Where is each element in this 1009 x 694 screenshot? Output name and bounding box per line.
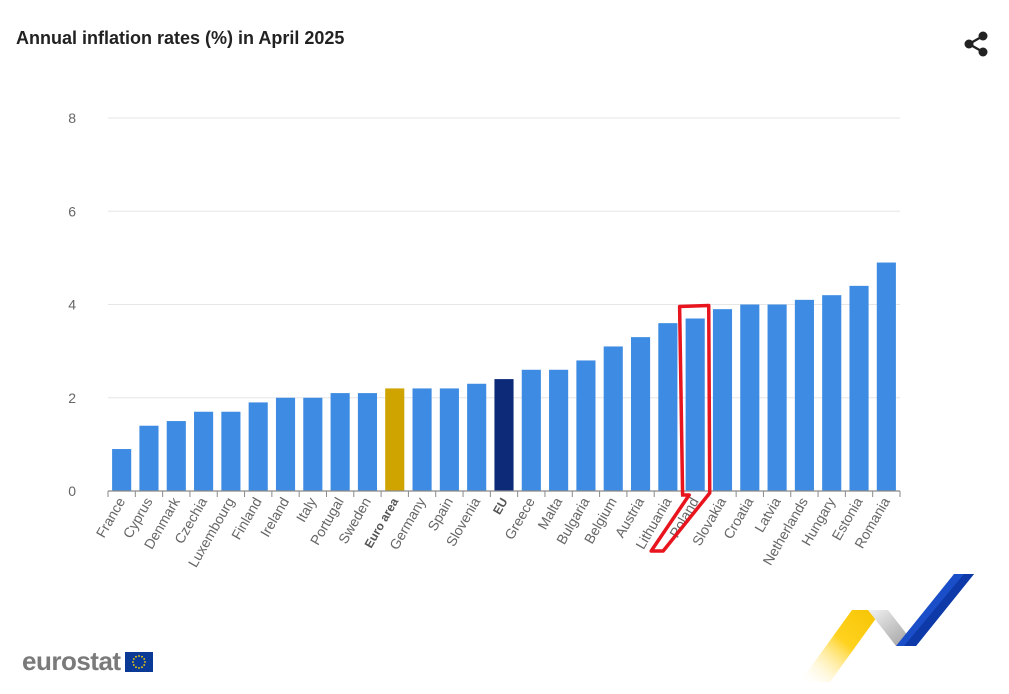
bar-slovakia[interactable]	[712, 309, 733, 491]
bar-poland[interactable]	[685, 318, 705, 491]
y-tick-label: 8	[68, 110, 76, 126]
bar-portugal[interactable]	[330, 393, 350, 491]
logo-text: eurostat	[22, 646, 121, 676]
y-tick-label: 6	[68, 203, 76, 219]
bar-estonia[interactable]	[849, 285, 869, 491]
chart-title: Annual inflation rates (%) in April 2025	[16, 28, 345, 48]
y-tick-label: 0	[68, 483, 76, 499]
bar-italy[interactable]	[303, 397, 323, 491]
bar-bulgaria[interactable]	[576, 360, 596, 491]
bar-spain[interactable]	[439, 388, 459, 491]
bar-austria[interactable]	[630, 337, 651, 491]
bar-luxembourg[interactable]	[221, 411, 241, 491]
bar-czechia[interactable]	[194, 411, 214, 491]
bar-denmark[interactable]	[166, 421, 186, 491]
bar-malta[interactable]	[549, 369, 569, 491]
bar-finland[interactable]	[248, 402, 268, 491]
share-button[interactable]	[960, 28, 992, 60]
ribbon-decoration	[800, 574, 974, 682]
eurostat-logo: eurostat	[22, 646, 153, 677]
share-icon	[964, 31, 988, 57]
bar-hungary[interactable]	[822, 295, 842, 491]
axis-layer	[107, 490, 901, 497]
bar-romania[interactable]	[876, 262, 896, 491]
bar-germany[interactable]	[412, 388, 432, 491]
bar-layer	[112, 262, 896, 492]
eu-flag-icon	[124, 651, 153, 672]
bar-eu[interactable]	[494, 379, 514, 491]
highlight-annotation	[649, 303, 712, 553]
bar-cyprus[interactable]	[139, 425, 159, 491]
bar-greece[interactable]	[521, 369, 541, 491]
bar-belgium[interactable]	[603, 346, 623, 491]
y-tick-label: 4	[68, 297, 76, 313]
bar-france[interactable]	[112, 449, 132, 491]
x-tick-label: EU	[490, 496, 510, 517]
bar-slovenia[interactable]	[467, 383, 487, 491]
bar-sweden[interactable]	[357, 393, 378, 491]
annotation-layer	[649, 303, 712, 553]
bar-euro-area[interactable]	[385, 388, 405, 491]
bar-netherlands[interactable]	[794, 299, 814, 491]
bar-ireland[interactable]	[275, 397, 296, 491]
bar-croatia[interactable]	[740, 304, 760, 492]
x-tick-label: Italy	[293, 495, 320, 525]
bar-latvia[interactable]	[767, 304, 787, 492]
y-tick-label: 2	[68, 390, 76, 406]
bar-lithuania[interactable]	[658, 323, 678, 491]
